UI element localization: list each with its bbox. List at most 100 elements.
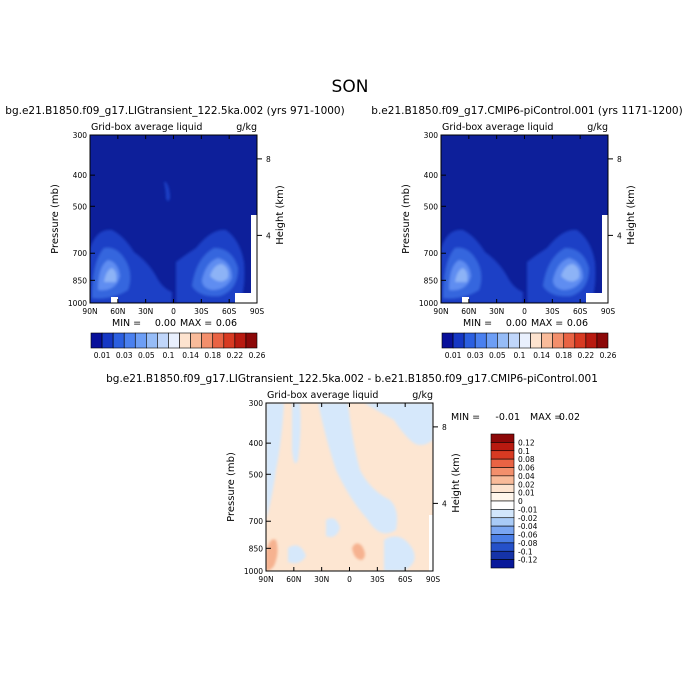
panel-2-xtick-label: 0: [522, 307, 527, 316]
panel-2-ylabel-right: Height (km): [626, 185, 637, 245]
panel-2-contour-peak-nh: [455, 268, 468, 282]
panel-1-colorbar-box: [112, 332, 125, 349]
panel-1-colorbar-box: [146, 332, 158, 349]
panel-2-colorbar-box: [552, 332, 565, 349]
panel-1-colorbar-box: [190, 332, 202, 349]
panel-3-colorbar-label: -0.04: [518, 522, 538, 531]
panel-3-colorbar: 0.120.10.080.060.040.020.010-0.01-0.02-0…: [490, 433, 538, 569]
panel-1-colorbar-box: [179, 332, 191, 349]
panel-1-colorbar-label: 0.05: [138, 351, 155, 360]
panel-3: bg.e21.B1850.f09_g17.LIGtransient_122.5k…: [106, 373, 598, 584]
panel-1-ytick-label: 1000: [68, 299, 87, 308]
panel-3-colorbar-label: 0: [518, 497, 523, 506]
panel-3-missing-sfc-a: [429, 515, 433, 571]
panel-3-colorbar-box: [490, 509, 515, 519]
panel-1-ytick-label: 850: [73, 276, 88, 285]
panel-1-colorbar-label: 0.14: [182, 351, 199, 360]
panel-1-ytick-label: 400: [73, 171, 88, 180]
panel-3-xtick-label: 30N: [314, 575, 329, 584]
panel-2-ytick-right-label: 8: [617, 155, 622, 164]
panel-2-colorbar-box: [541, 332, 553, 349]
panel-1-colorbar-box: [101, 332, 114, 349]
panel-1-colorbar-box: [157, 332, 169, 349]
panel-2: b.e21.B1850.f09_g17.CMIP6-piControl.001 …: [371, 105, 682, 360]
panel-3-colorbar-box: [490, 517, 515, 527]
panel-3-colorbar-label: -0.06: [518, 531, 538, 540]
panel-2-colorbar-box: [463, 332, 476, 349]
panel-1-ytick-label: 300: [73, 131, 88, 140]
panel-3-contour-neg-nh-low: [288, 545, 306, 564]
panel-3-ylabel-right: Height (km): [451, 453, 462, 513]
panel-1-ylabel: Pressure (mb): [50, 184, 61, 254]
panel-1-axes: 90N 60N 30N 0 30S 60S 90S 300 400 500 700 850 1000 8 4…: [50, 131, 286, 316]
panel-2-colorbar: 0.01 0.03 0.05 0.1 0.14 0.18 0.22 0.26: [441, 332, 617, 360]
panel-3-colorbar-label: 0.08: [518, 455, 535, 464]
panel-2-xtick-label: 60S: [573, 307, 588, 316]
panel-3-colorbar-box: [490, 542, 515, 552]
panel-2-ytick-right-label: 4: [617, 231, 622, 240]
panel-2-xtick-label: 60N: [461, 307, 476, 316]
panel-2-colorbar-box: [596, 332, 609, 349]
panel-2-ytick-label: 1000: [419, 299, 438, 308]
panel-1-xtick-label: 30N: [138, 307, 153, 316]
panel-3-ytick-right-label: 8: [442, 423, 447, 432]
panel-2-colorbar-label: 0.1: [513, 351, 525, 360]
figure-title: SON: [332, 77, 369, 97]
panel-2-ytick-label: 700: [424, 249, 439, 258]
panel-3-ylabel: Pressure (mb): [226, 452, 237, 522]
panel-1-max-value: 0.06: [216, 318, 237, 329]
panel-1-field: [90, 135, 257, 303]
panel-3-colorbar-box: [490, 492, 515, 502]
panel-1-colorbar: 0.01 0.03 0.05 0.1 0.14 0.18 0.22 0.26: [90, 332, 266, 360]
panel-1-colorbar-box: [245, 332, 258, 349]
panel-3-contour-pos-nh: [266, 539, 278, 571]
panel-3-colorbar-label: 0.1: [518, 447, 530, 456]
panel-3-field: [266, 403, 433, 571]
panel-2-colorbar-box: [563, 332, 576, 349]
panel-3-colorbar-box: [490, 442, 515, 452]
panel-2-axes: 90N 60N 30N 0 30S 60S 90S 300 400 500 700 850 1000 8 4…: [401, 131, 637, 316]
panel-1-ylabel-right: Height (km): [275, 185, 286, 245]
panel-3-colorbar-box: [490, 525, 515, 535]
panel-1: bg.e21.B1850.f09_g17.LIGtransient_122.5k…: [5, 105, 344, 360]
panel-3-colorbar-label: -0.02: [518, 514, 538, 523]
panel-3-min-value: -0.01: [495, 412, 520, 423]
panel-3-colorbar-label: 0.06: [518, 464, 535, 473]
panel-2-colorbar-label: 0.05: [489, 351, 506, 360]
panel-3-colorbar-label: 0.01: [518, 489, 535, 498]
panel-1-colorbar-label: 0.18: [204, 351, 221, 360]
panel-2-missing-sfc-b: [586, 293, 608, 303]
panel-3-xtick-label: 90N: [258, 575, 273, 584]
panel-1-missing-sfc-c: [251, 215, 257, 303]
panel-2-colorbar-label: 0.01: [445, 351, 462, 360]
panel-1-colorbar-box: [234, 332, 247, 349]
panel-1-colorbar-box: [201, 332, 214, 349]
panel-2-xtick-label: 30N: [489, 307, 504, 316]
panel-2-title: b.e21.B1850.f09_g17.CMIP6-piControl.001 …: [371, 105, 682, 117]
panel-2-colorbar-label: 0.03: [467, 351, 484, 360]
panel-1-xtick-label: 0: [171, 307, 176, 316]
panel-3-subtitle-left: Grid-box average liquid: [267, 390, 378, 401]
panel-2-colorbar-label: 0.22: [578, 351, 595, 360]
panel-1-ytick-label: 700: [73, 249, 88, 258]
panel-3-max-label: MAX =: [530, 412, 562, 423]
panel-3-axes: 90N 60N 30N 0 30S 60S 90S 300 400 500 700 850 1000 8 4…: [226, 399, 462, 584]
panel-2-colorbar-label: 0.18: [555, 351, 572, 360]
panel-2-xtick-label: 90N: [433, 307, 448, 316]
panel-2-missing-sfc-c: [602, 215, 608, 303]
panel-2-ytick-label: 300: [424, 131, 439, 140]
panel-3-colorbar-label: -0.1: [518, 547, 533, 556]
panel-3-ytick-label: 700: [249, 517, 264, 526]
panel-1-subtitle-left: Grid-box average liquid: [91, 122, 202, 133]
panel-3-colorbar-box: [490, 450, 515, 460]
panel-3-colorbar-box: [490, 475, 515, 485]
panel-1-colorbar-label: 0.03: [116, 351, 133, 360]
panel-3-colorbar-box: [490, 559, 515, 569]
panel-3-min-label: MIN =: [451, 412, 480, 423]
panel-3-ytick-label: 850: [249, 544, 264, 553]
panel-2-subtitle-left: Grid-box average liquid: [442, 122, 553, 133]
panel-3-colorbar-box: [490, 534, 515, 544]
panel-1-colorbar-label: 0.26: [249, 351, 266, 360]
panel-3-max-value: 0.02: [559, 412, 580, 423]
